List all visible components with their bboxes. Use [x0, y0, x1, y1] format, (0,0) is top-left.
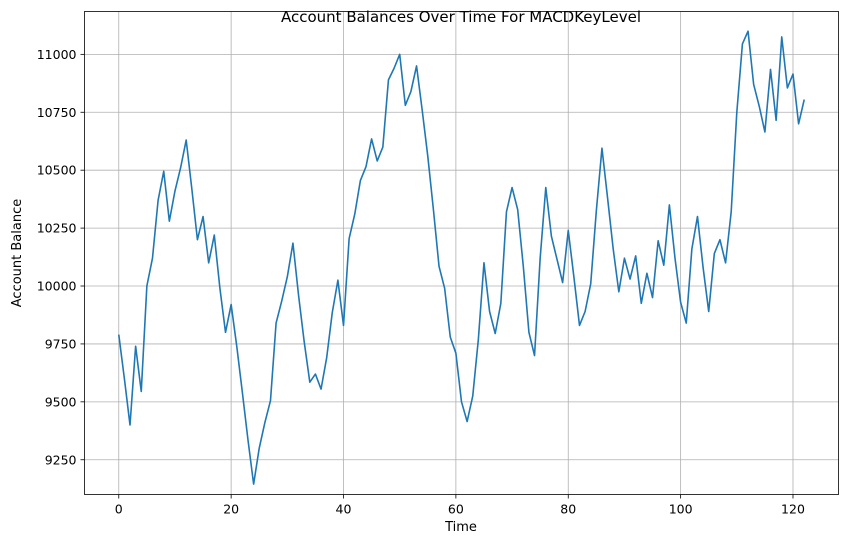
axis-ticks: 0 20 40 60 80 100 120 9250 9500 9750 10000 10250 105… — [37, 47, 805, 517]
y-tick-label: 9250 — [45, 452, 77, 467]
x-tick-label: 60 — [448, 502, 464, 517]
y-tick-label: 11000 — [37, 47, 77, 62]
x-tick-label: 100 — [669, 502, 693, 517]
x-tick-label: 40 — [336, 502, 352, 517]
series-line — [117, 30, 806, 485]
x-tick-label: 20 — [223, 502, 239, 517]
grid-lines — [84, 11, 839, 495]
chart-title: Account Balances Over Time For MACDKeyLe… — [281, 8, 641, 26]
plot-frame — [84, 11, 839, 495]
y-tick-label: 10000 — [37, 279, 77, 294]
y-tick-label: 9750 — [45, 336, 77, 351]
y-tick-label: 9500 — [45, 394, 77, 409]
y-axis-label: Account Balance — [10, 199, 25, 307]
y-tick-label: 10750 — [37, 105, 77, 120]
data-series — [117, 30, 806, 485]
x-tick-label: 120 — [781, 502, 805, 517]
y-tick-label: 10500 — [37, 163, 77, 178]
x-tick-label: 80 — [560, 502, 576, 517]
y-tick-label: 10250 — [37, 221, 77, 236]
x-axis-label: Time — [444, 520, 477, 535]
x-tick-label: 0 — [115, 502, 123, 517]
